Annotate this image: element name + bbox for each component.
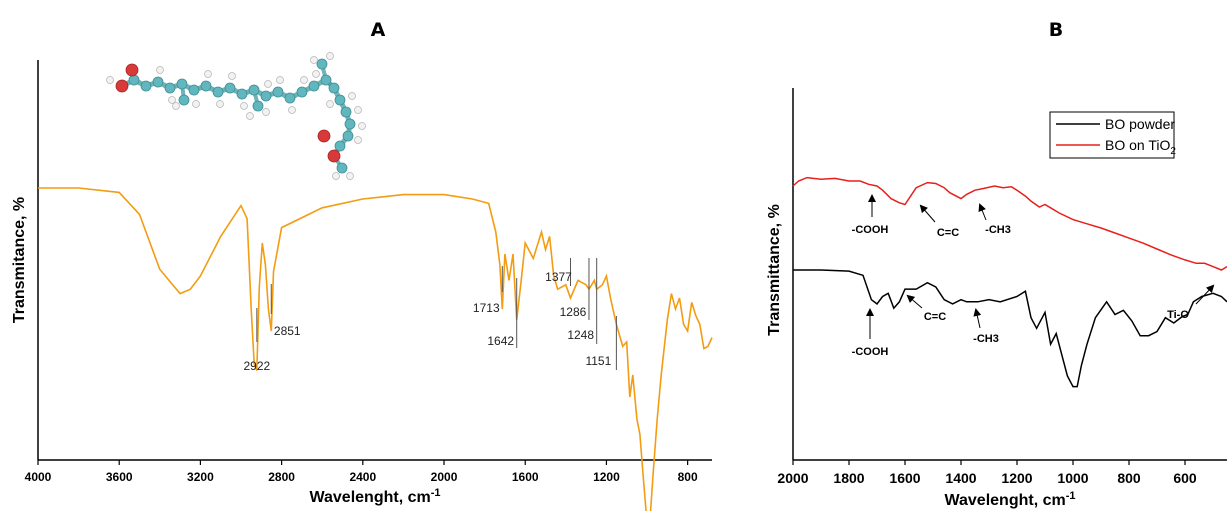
- panel-b-x-tick-label: 1000: [1057, 470, 1088, 486]
- panel-a-peak-label: 1642: [487, 334, 514, 348]
- panel-a-y-label: Transmitance, %: [11, 197, 28, 323]
- panel-b-x-tick-label: 1400: [945, 470, 976, 486]
- panel-a-x-tick-label: 800: [678, 470, 698, 484]
- panel-a-x-tick-label: 3200: [187, 470, 214, 484]
- panel-b-annotations: -COOH C=C -CH3 Ti-O -COOH C=C -CH3: [852, 194, 1215, 358]
- legend-box: [1049, 111, 1175, 159]
- panel-b-legend: BO powder BO on TiO2: [1049, 111, 1176, 159]
- panel-a-peak-label: 1248: [567, 328, 594, 342]
- panel-a-peak-label: 1151: [585, 354, 611, 368]
- panel-b-annotation-arrow: [1195, 284, 1215, 305]
- panel-b-label: B: [1049, 19, 1063, 41]
- panel-b-annotation-arrow: [978, 203, 987, 221]
- legend-label-bo-tio2: BO on TiO2: [1105, 137, 1176, 157]
- panel-a-x-label: Wavelenght, cm-1: [310, 487, 441, 506]
- panel-b-ticks: 2000 1800 1600 1400 1200 1000 800 600: [777, 460, 1197, 486]
- panel-a-peak-label: 1286: [560, 305, 587, 319]
- panel-a-x-tick-label: 1600: [512, 470, 539, 484]
- panel-a-x-tick-label: 3600: [106, 470, 133, 484]
- panel-b-x-tick-label: 800: [1117, 470, 1141, 486]
- panel-b-x-tick-label: 1200: [1001, 470, 1032, 486]
- panel-a-label: A: [371, 19, 386, 41]
- panel-b-x-label: Wavelenght, cm-1: [945, 490, 1076, 509]
- panel-a-peak-label: 1713: [473, 301, 500, 315]
- panel-b-bo-tio2-line: [792, 176, 1227, 271]
- legend-label-bo-tio2-text: BO on TiO: [1105, 137, 1170, 153]
- panel-b-annotation-label: Ti-O: [1167, 309, 1189, 321]
- panel-b-annotation-arrow: [906, 294, 923, 309]
- molecule-inset-image: [106, 52, 366, 180]
- panel-a-peak-label: 2922: [243, 359, 270, 373]
- legend-label-bo-tio2-subscript: 2: [1170, 146, 1176, 157]
- panel-a-peak-label: 1377: [545, 270, 572, 284]
- panel-b-annotation-label: C=C: [924, 311, 946, 323]
- panel-a-x-tick-label: 4000: [25, 470, 52, 484]
- panel-b-bo-powder-line: [793, 269, 1227, 388]
- panel-a-x-tick-label: 2800: [268, 470, 295, 484]
- panel-a-peak-labels: 2922 2851 1713 1642 1377 1286 1248 1151: [243, 258, 617, 373]
- panel-b-x-tick-label: 1800: [833, 470, 864, 486]
- panel-a-x-tick-label: 1200: [593, 470, 620, 484]
- panel-b-annotation-arrow: [919, 204, 936, 223]
- panel-b-annotation-label: -COOH: [852, 224, 889, 236]
- panel-a-x-tick-label: 2400: [349, 470, 376, 484]
- panel-b-x-tick-label: 2000: [777, 470, 808, 486]
- panel-a: 4000 3600 3200 2800 2400 2000 1600 1200 800 2922…: [11, 52, 713, 511]
- panel-b-x-tick-label: 1600: [889, 470, 920, 486]
- panel-b-annotation-label: C=C: [937, 227, 959, 239]
- panel-b-x-label-superscript: -1: [1066, 490, 1076, 502]
- panel-b-x-label-text: Wavelenght, cm: [945, 492, 1066, 509]
- legend-label-bo-powder: BO powder: [1105, 116, 1175, 132]
- panel-b-annotation-label: -CH3: [985, 224, 1011, 236]
- panel-a-spectrum-line: [38, 187, 713, 511]
- panel-b: 2000 1800 1600 1400 1200 1000 800 600 -COOH C=C -…: [766, 88, 1227, 509]
- panel-a-ticks: 4000 3600 3200 2800 2400 2000 1600 1200 800: [25, 460, 698, 484]
- panel-a-peak-label: 2851: [274, 324, 301, 338]
- panel-a-x-label-superscript: -1: [431, 487, 441, 499]
- panel-b-annotation-label: -COOH: [852, 346, 889, 358]
- panel-b-annotation-label: -CH3: [973, 333, 999, 345]
- panel-a-x-tick-label: 2000: [431, 470, 458, 484]
- panel-b-y-label: Transmittance, %: [766, 204, 783, 336]
- panel-b-annotation-arrow: [973, 308, 982, 329]
- panel-a-x-label-text: Wavelenght, cm: [310, 489, 431, 506]
- panel-b-x-tick-label: 600: [1173, 470, 1197, 486]
